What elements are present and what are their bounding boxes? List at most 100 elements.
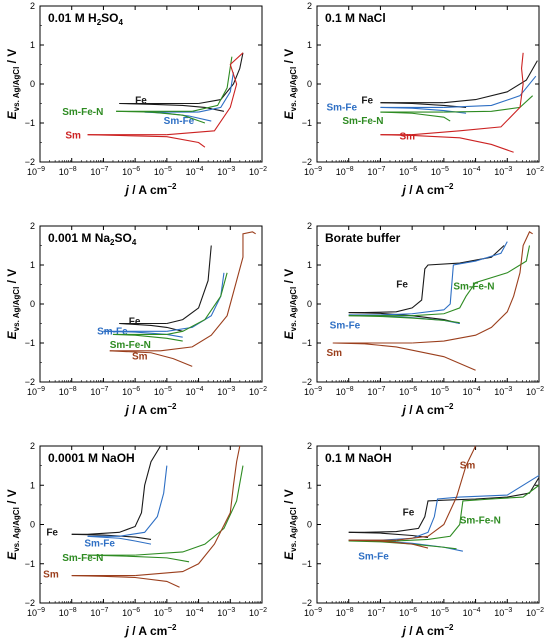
series-label: Sm	[460, 461, 476, 472]
anodic-branch	[412, 245, 531, 317]
series-sm-fe: Sm-Fe	[327, 75, 537, 114]
series-sm-fe-n: Sm-Fe-N	[348, 245, 531, 324]
cathodic-branch	[71, 574, 180, 588]
series-sm: Sm	[380, 52, 524, 153]
series-label: Fe	[361, 95, 373, 106]
x-tick-label: 10−2	[526, 166, 544, 177]
anodic-branch	[412, 52, 524, 136]
x-tick-label: 10−3	[494, 607, 512, 618]
chart-panel-4: 10−9 10−8 10−7 10−6 10−5 10−4 10−3 10−2 −2 −1 0 1 2 j…	[282, 221, 544, 417]
series-label: Sm-Fe	[330, 320, 361, 331]
y-tick-label: 0	[30, 520, 35, 530]
series-label: Fe	[396, 280, 408, 291]
y-tick-label: −2	[25, 157, 35, 167]
anodic-branch	[198, 72, 235, 113]
y-axis-label: Evs. Ag/AgCl / V	[5, 269, 21, 340]
x-axis-label: j / A cm−2	[401, 623, 454, 638]
x-tick-label: 10−4	[186, 386, 204, 397]
series-label: Sm-Fe-N	[110, 340, 151, 351]
series-sm-fe-n: Sm-Fe-N	[348, 484, 540, 550]
chart-panel-2: 10−9 10−8 10−7 10−6 10−5 10−4 10−3 10−2 −2 −1 0 1 2 j…	[282, 1, 544, 197]
anodic-branch	[192, 56, 233, 112]
x-tick-label: 10−3	[494, 166, 512, 177]
y-tick-label: 2	[30, 221, 35, 231]
series-sm-fe-n: Sm-Fe-N	[342, 95, 534, 127]
cathodic-branch	[87, 535, 152, 545]
series-label: Sm-Fe-N	[460, 516, 501, 527]
x-tick-label: 10−6	[399, 166, 417, 177]
x-tick-label: 10−6	[122, 607, 140, 618]
series-sm-fe-n: Sm-Fe-N	[62, 56, 233, 124]
x-tick-label: 10−8	[59, 166, 77, 177]
x-tick-label: 10−6	[399, 607, 417, 618]
y-tick-label: 0	[30, 299, 35, 309]
x-tick-label: 10−2	[249, 166, 267, 177]
y-tick-label: 1	[307, 480, 312, 490]
x-axis-label: j / A cm−2	[124, 623, 177, 638]
anodic-branch	[166, 272, 228, 335]
plot-frame	[316, 445, 540, 604]
y-tick-label: −2	[25, 377, 35, 387]
x-tick-label: 10−7	[90, 386, 108, 397]
chart-panel-1: 10−9 10−8 10−7 10−6 10−5 10−4 10−3 10−2 −2 −1 0 1 2 j…	[5, 1, 267, 197]
y-axis-label: Evs. Ag/AgCl / V	[5, 49, 21, 120]
anodic-branch	[396, 484, 540, 542]
x-tick-label: 10−5	[154, 607, 172, 618]
x-tick-label: 10−8	[59, 607, 77, 618]
panel-title: 0.0001 M NaOH	[48, 451, 135, 465]
series-sm-fe: Sm-Fe	[84, 465, 168, 549]
y-tick-label: 0	[30, 79, 35, 89]
x-tick-label: 10−7	[90, 607, 108, 618]
plot-frame	[316, 5, 540, 163]
anodic-branch	[364, 477, 540, 533]
series-label: Sm	[327, 348, 343, 359]
series-label: Sm	[132, 352, 148, 363]
series-fe: Fe	[348, 477, 540, 538]
x-tick-label: 10−9	[304, 607, 322, 618]
panel-title: 0.01 M H2SO4	[48, 11, 123, 27]
x-tick-label: 10−4	[463, 607, 481, 618]
x-tick-label: 10−5	[431, 386, 449, 397]
series-label: Sm-Fe-N	[62, 107, 103, 118]
anodic-branch	[166, 272, 225, 332]
x-tick-label: 10−3	[217, 386, 235, 397]
y-tick-label: 0	[307, 299, 312, 309]
anodic-branch	[87, 445, 161, 535]
x-tick-label: 10−3	[217, 607, 235, 618]
x-tick-label: 10−9	[27, 386, 45, 397]
y-tick-label: −1	[25, 559, 35, 569]
y-tick-label: 2	[30, 1, 35, 11]
cathodic-branch	[87, 134, 206, 148]
chart-panel-5: 10−9 10−8 10−7 10−6 10−5 10−4 10−3 10−2 −2 −1 0 1 2 j…	[5, 441, 267, 638]
x-tick-label: 10−3	[494, 386, 512, 397]
series-sm: Sm	[348, 445, 477, 549]
series-sm-fe: Sm-Fe	[97, 272, 225, 338]
x-tick-label: 10−4	[463, 386, 481, 397]
chart-panel-3: 10−9 10−8 10−7 10−6 10−5 10−4 10−3 10−2 −2 −1 0 1 2 j…	[5, 221, 267, 417]
y-tick-label: 1	[307, 260, 312, 270]
x-tick-label: 10−5	[154, 386, 172, 397]
y-tick-label: 1	[30, 40, 35, 50]
y-tick-label: 2	[30, 441, 35, 451]
x-tick-label: 10−2	[249, 386, 267, 397]
anodic-branch	[119, 465, 168, 537]
panel-title: 0.1 M NaCl	[325, 11, 386, 25]
x-tick-label: 10−7	[367, 607, 385, 618]
anodic-branch	[364, 245, 505, 314]
series-label: Sm-Fe	[84, 538, 115, 549]
anodic-branch	[135, 465, 244, 556]
x-tick-label: 10−9	[304, 386, 322, 397]
y-tick-label: −2	[302, 157, 312, 167]
y-tick-label: 1	[30, 260, 35, 270]
series-label: Sm	[65, 130, 81, 141]
cathodic-branch	[380, 111, 451, 122]
anodic-branch	[396, 445, 477, 541]
x-tick-label: 10−5	[431, 166, 449, 177]
series-fe: Fe	[361, 60, 538, 108]
x-tick-label: 10−8	[59, 386, 77, 397]
x-tick-label: 10−2	[249, 607, 267, 618]
series-label: Fe	[135, 95, 147, 106]
series-label: Sm-Fe-N	[342, 116, 383, 127]
y-tick-label: 1	[30, 480, 35, 490]
